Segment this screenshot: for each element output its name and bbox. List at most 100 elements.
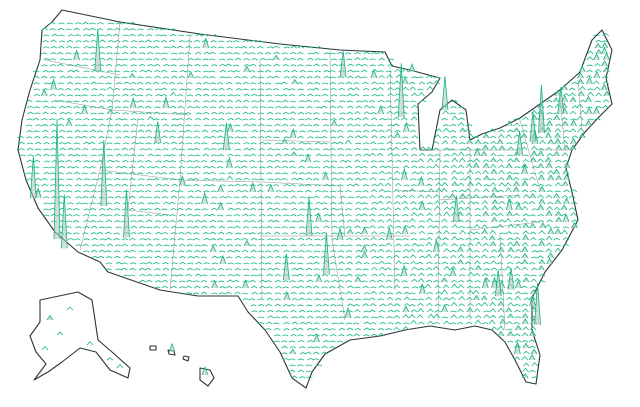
spike bbox=[90, 190, 97, 193]
spike bbox=[546, 117, 553, 121]
spike bbox=[170, 279, 177, 283]
spike bbox=[321, 322, 329, 325]
spike bbox=[379, 266, 386, 271]
spike bbox=[137, 81, 144, 85]
spike bbox=[504, 265, 512, 271]
spike bbox=[433, 253, 441, 259]
spike bbox=[563, 161, 571, 169]
spike bbox=[595, 92, 602, 97]
spike bbox=[218, 105, 226, 109]
spike bbox=[178, 250, 185, 253]
spike bbox=[531, 256, 538, 259]
spike bbox=[57, 123, 64, 127]
spike bbox=[138, 267, 146, 271]
spike bbox=[355, 195, 362, 199]
spike bbox=[346, 244, 353, 247]
spike bbox=[395, 231, 402, 235]
spike bbox=[329, 105, 336, 109]
spike bbox=[161, 279, 169, 283]
spike bbox=[506, 261, 514, 265]
spike bbox=[121, 172, 128, 175]
spike bbox=[387, 134, 395, 139]
spike bbox=[113, 87, 121, 91]
spike bbox=[114, 27, 121, 31]
spike bbox=[297, 267, 304, 271]
spike bbox=[395, 225, 402, 229]
spike bbox=[347, 75, 354, 79]
spike bbox=[113, 70, 121, 73]
spike bbox=[138, 196, 146, 199]
spike bbox=[249, 232, 256, 235]
spike bbox=[538, 198, 546, 205]
spike bbox=[490, 163, 497, 169]
spike bbox=[451, 152, 458, 157]
spike bbox=[193, 136, 200, 139]
spike bbox=[185, 88, 192, 91]
spike bbox=[145, 160, 152, 163]
spike bbox=[458, 225, 466, 229]
spike bbox=[385, 100, 392, 103]
spike bbox=[227, 172, 234, 175]
spike bbox=[121, 165, 128, 169]
spike bbox=[345, 291, 353, 295]
spike bbox=[491, 326, 498, 331]
spike bbox=[41, 27, 48, 31]
spike bbox=[266, 286, 273, 289]
spike bbox=[353, 82, 360, 85]
spike bbox=[371, 69, 379, 73]
spike bbox=[49, 58, 56, 61]
spike bbox=[379, 135, 387, 139]
spike bbox=[83, 45, 91, 49]
spike bbox=[129, 171, 136, 175]
spike bbox=[234, 225, 241, 229]
spike bbox=[307, 70, 314, 73]
spike bbox=[288, 94, 296, 97]
spike bbox=[538, 185, 546, 193]
spike bbox=[227, 184, 235, 187]
spike bbox=[186, 160, 193, 163]
spike bbox=[195, 261, 203, 265]
spike bbox=[288, 160, 296, 163]
spike bbox=[515, 202, 522, 211]
spike bbox=[226, 175, 234, 181]
spike bbox=[474, 319, 482, 325]
spike bbox=[504, 182, 512, 187]
spike bbox=[106, 52, 113, 55]
spike bbox=[434, 177, 441, 181]
spike bbox=[81, 135, 88, 139]
spike bbox=[521, 285, 528, 289]
spike bbox=[299, 208, 306, 211]
spike bbox=[242, 88, 249, 91]
spike bbox=[121, 183, 128, 187]
spike bbox=[25, 124, 33, 127]
spike bbox=[106, 70, 113, 73]
spike bbox=[546, 205, 553, 211]
spike bbox=[411, 112, 419, 115]
spike bbox=[122, 130, 129, 133]
spike bbox=[378, 226, 385, 229]
spike bbox=[393, 315, 400, 319]
spike bbox=[451, 283, 458, 289]
spike bbox=[67, 69, 75, 73]
spike bbox=[162, 256, 170, 259]
spike bbox=[602, 66, 610, 73]
spike bbox=[323, 225, 330, 229]
spike bbox=[145, 196, 152, 199]
spike bbox=[417, 171, 425, 175]
spike bbox=[59, 111, 67, 115]
spike bbox=[315, 189, 322, 193]
spike bbox=[113, 250, 121, 253]
spike bbox=[370, 117, 378, 121]
spike bbox=[137, 154, 145, 157]
spike bbox=[34, 153, 42, 157]
spike bbox=[571, 135, 579, 139]
spike bbox=[65, 118, 73, 127]
spike bbox=[370, 249, 377, 253]
spike bbox=[137, 94, 144, 97]
spike bbox=[329, 82, 336, 85]
spike bbox=[459, 127, 466, 133]
spike bbox=[489, 255, 496, 259]
spike bbox=[345, 189, 352, 193]
spike bbox=[402, 136, 409, 139]
spike bbox=[370, 243, 378, 247]
